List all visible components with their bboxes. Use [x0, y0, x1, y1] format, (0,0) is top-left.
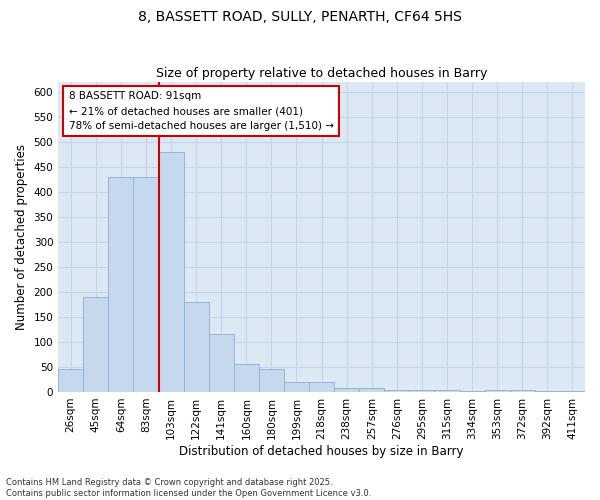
- Bar: [409, 390, 434, 392]
- Bar: [334, 388, 359, 392]
- Bar: [284, 382, 309, 392]
- Bar: [510, 390, 535, 392]
- Bar: [133, 177, 158, 392]
- Bar: [83, 297, 109, 392]
- Bar: [109, 177, 133, 392]
- Bar: [209, 334, 234, 392]
- Bar: [359, 388, 385, 392]
- Title: Size of property relative to detached houses in Barry: Size of property relative to detached ho…: [156, 66, 487, 80]
- X-axis label: Distribution of detached houses by size in Barry: Distribution of detached houses by size …: [179, 444, 464, 458]
- Text: Contains HM Land Registry data © Crown copyright and database right 2025.
Contai: Contains HM Land Registry data © Crown c…: [6, 478, 371, 498]
- Bar: [434, 390, 460, 392]
- Bar: [184, 302, 209, 392]
- Bar: [385, 390, 409, 392]
- Bar: [158, 152, 184, 392]
- Text: 8 BASSETT ROAD: 91sqm
← 21% of detached houses are smaller (401)
78% of semi-det: 8 BASSETT ROAD: 91sqm ← 21% of detached …: [69, 92, 334, 131]
- Bar: [259, 370, 284, 392]
- Text: 8, BASSETT ROAD, SULLY, PENARTH, CF64 5HS: 8, BASSETT ROAD, SULLY, PENARTH, CF64 5H…: [138, 10, 462, 24]
- Bar: [58, 370, 83, 392]
- Bar: [485, 390, 510, 392]
- Bar: [309, 382, 334, 392]
- Bar: [234, 364, 259, 392]
- Y-axis label: Number of detached properties: Number of detached properties: [15, 144, 28, 330]
